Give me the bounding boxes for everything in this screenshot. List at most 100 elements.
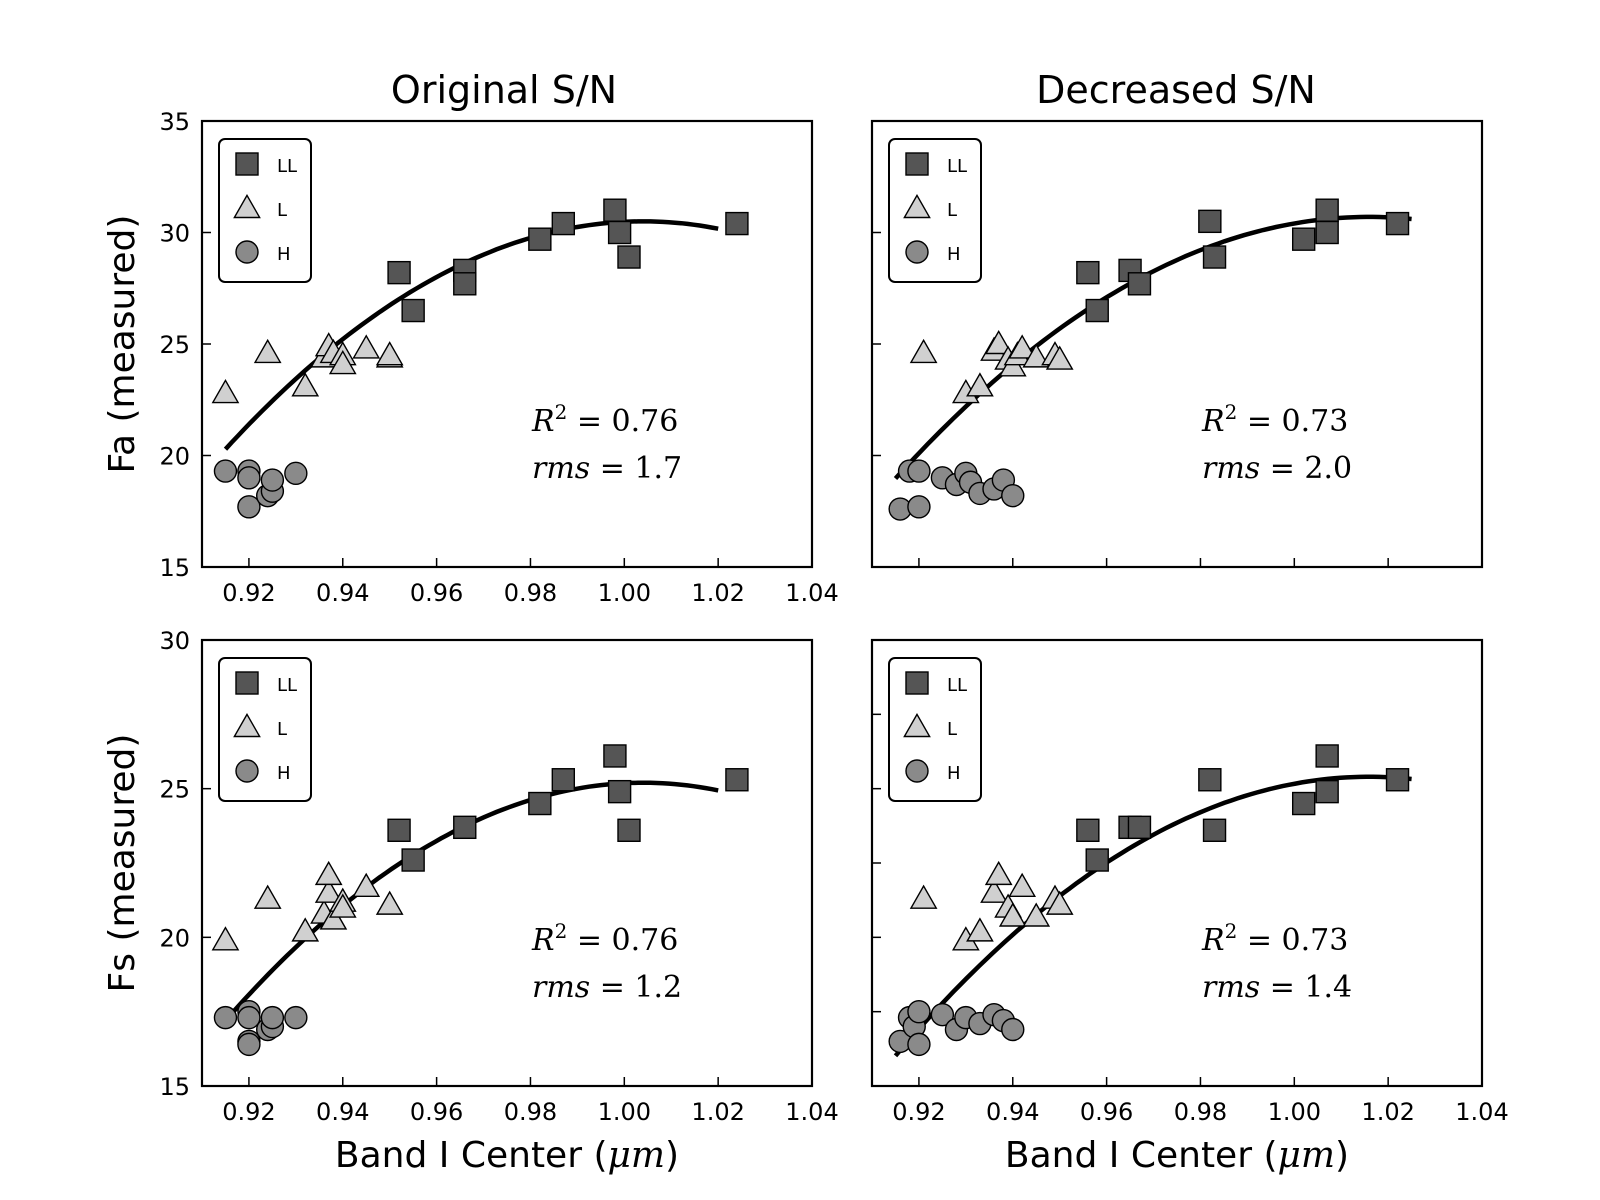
r-squared-annotation: R2 = 0.76 [531,400,678,439]
axes-frame [200,638,814,1088]
data-point-l [319,905,348,930]
legend-marker-l [903,193,931,219]
data-point-l [1045,345,1074,370]
data-point-ll [1085,848,1109,872]
data-point-h [1001,1017,1025,1042]
data-point-h [213,1005,238,1030]
data-point-h [907,1032,931,1057]
y-tick-label: 25 [159,776,190,804]
data-point-l [966,372,994,397]
rms-annotation: rms = 1.4 [1202,970,1352,1005]
data-point-l [211,378,240,404]
data-point-ll [1202,245,1227,269]
column-title-decreased: Decreased S/N [1036,68,1316,112]
data-point-l [1008,872,1037,897]
data-point-ll [617,818,641,842]
x-tick-label: 1.02 [1361,1098,1414,1126]
x-tick-label: 0.94 [986,1098,1039,1126]
x-tick-label: 0.98 [504,1098,557,1126]
data-point-h [237,466,261,490]
data-point-l [375,890,404,915]
data-point-ll [1315,220,1339,245]
series-h [888,999,1025,1057]
legend-label-ll: LL [947,156,967,177]
y-tick-label: 15 [159,554,190,582]
y-tick-label: 35 [159,108,190,136]
legend-label-ll: LL [277,156,297,177]
data-point-ll [1076,260,1100,285]
y-axis-label: Fs (measured) [102,734,143,993]
x-tick-label: 0.98 [1174,1098,1227,1126]
legend-marker-h [905,240,929,264]
data-point-ll [1076,818,1100,842]
legend-marker-h [235,240,259,264]
series-ll [1076,744,1410,872]
data-point-h [237,1005,261,1030]
legend-marker-l [233,193,261,219]
data-point-h [260,468,285,492]
data-point-ll [607,779,632,804]
data-point-l [253,338,282,364]
data-point-h [907,999,931,1024]
data-point-ll [453,272,477,296]
data-point-ll [1291,227,1316,251]
series-ll [1076,198,1410,323]
data-point-h [284,461,308,486]
data-point-l [1022,343,1051,368]
data-point-l [1022,902,1051,927]
rms-annotation: rms = 1.7 [532,451,682,486]
data-point-h [284,1005,308,1030]
data-point-ll [1291,791,1316,816]
rms-annotation: rms = 1.2 [532,970,682,1005]
data-point-l [984,329,1013,355]
data-point-l [314,878,343,903]
x-tick-label: 1.00 [598,1098,651,1126]
legend-marker-ll [905,152,929,176]
panels-group: 0.92 0.94 0.96 0.98 1.00 1.02 1.041520253035LL… [102,108,1509,1176]
legend-label-l: L [277,200,287,221]
x-tick-label: 1.00 [598,579,651,607]
legend-label-h: H [947,244,961,265]
data-point-ll [725,768,749,792]
panel-fa-original: 0.92 0.94 0.96 0.98 1.00 1.02 1.041520253035LL… [102,108,839,607]
r-squared-annotation: R2 = 0.76 [531,919,678,958]
series-ll [387,744,749,872]
x-tick-label: 1.04 [1455,1098,1508,1126]
data-point-ll [1315,198,1339,222]
x-tick-label: 0.96 [410,1098,463,1126]
x-axis-label: Band I Center (μm) [1005,1135,1349,1176]
legend-box [218,138,312,283]
data-point-h [930,1002,955,1027]
data-point-ll [1127,815,1152,840]
data-point-h [907,459,931,483]
data-point-ll [453,815,477,840]
data-point-l [328,350,357,375]
data-point-h [260,1005,285,1030]
data-point-l [1045,890,1074,915]
data-point-l [909,884,938,909]
x-tick-label: 0.92 [892,1098,945,1126]
legend-label-ll: LL [277,675,297,696]
y-tick-label: 30 [159,220,190,248]
x-tick-label: 1.04 [785,579,838,607]
legend-label-ll: LL [947,675,967,696]
y-tick-label: 20 [159,924,190,952]
data-point-ll [617,245,641,269]
axes-frame [870,638,1484,1088]
data-point-ll [725,211,749,236]
legend-label-l: L [277,719,287,740]
data-point-l [211,926,240,951]
r-squared-annotation: R2 = 0.73 [1201,400,1348,439]
x-tick-label: 1.04 [785,1098,838,1126]
x-tick-label: 0.92 [222,1098,275,1126]
data-point-l [352,334,381,359]
data-point-ll [1198,209,1222,234]
data-point-ll [1315,779,1339,804]
x-tick-label: 0.98 [504,579,557,607]
x-tick-label: 0.92 [222,579,275,607]
